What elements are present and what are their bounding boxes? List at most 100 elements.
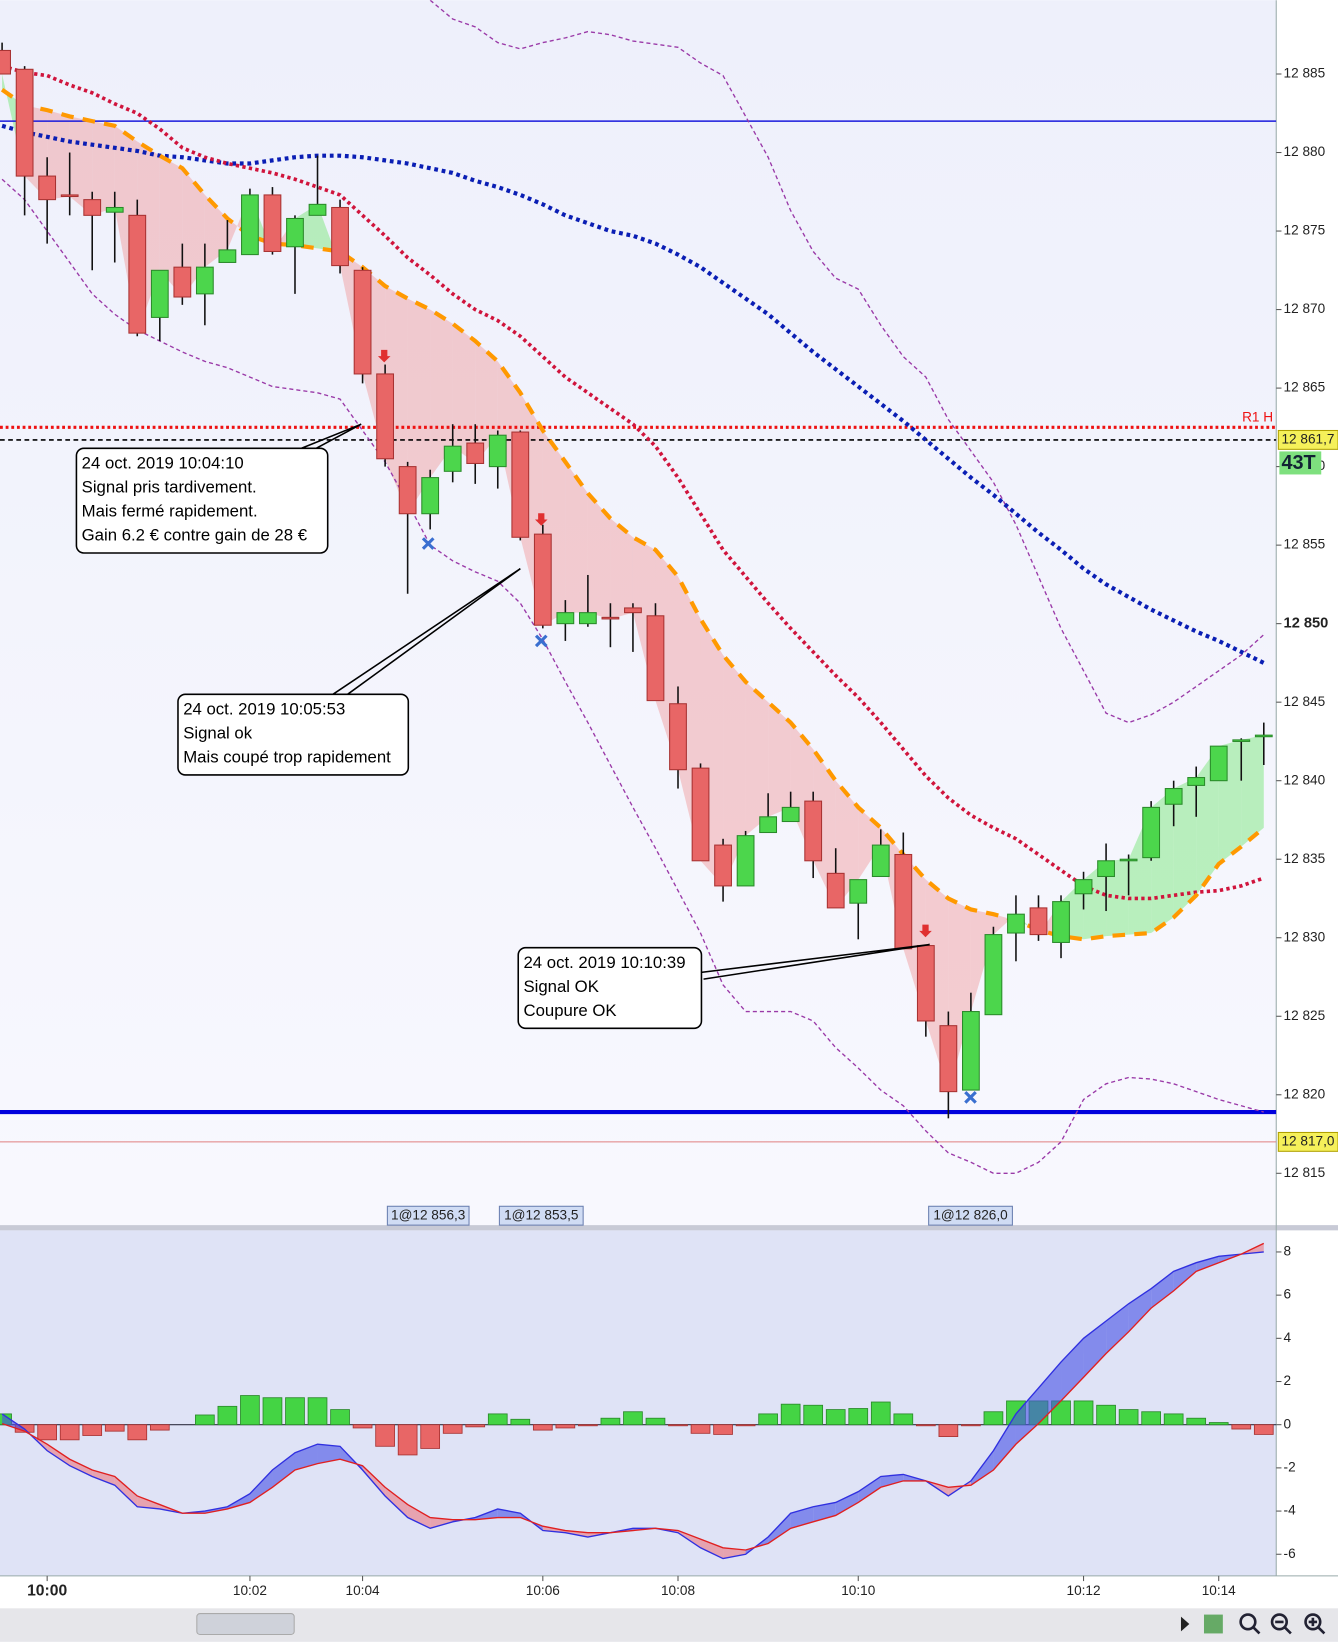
histogram-bar — [623, 1411, 643, 1426]
histogram-bar — [893, 1413, 914, 1426]
candle-body — [1029, 907, 1048, 936]
signal-cloud — [92, 1470, 115, 1486]
zoom-out-icon[interactable] — [1275, 1620, 1292, 1635]
candle-body — [38, 175, 57, 201]
order-tag — [498, 1205, 584, 1226]
candle-body — [533, 533, 552, 626]
signal-cloud — [1083, 1321, 1107, 1378]
candle-body — [1164, 788, 1183, 805]
x-tick-label: 10:04 — [346, 1583, 380, 1598]
zoom-tools[interactable] — [1239, 1613, 1326, 1635]
zoom-in-icon[interactable] — [1308, 1617, 1326, 1635]
cloud — [69, 116, 93, 216]
candle-body — [736, 835, 755, 887]
histogram-bar — [195, 1414, 215, 1426]
cloud — [430, 309, 453, 478]
cloud — [182, 168, 205, 298]
candle-body — [83, 199, 102, 216]
histogram-bar — [262, 1397, 283, 1426]
callout-pointer — [301, 423, 362, 450]
candle-body — [128, 214, 147, 334]
scroll-right[interactable] — [1180, 1616, 1190, 1632]
histogram-bar — [555, 1424, 576, 1429]
cloud — [92, 121, 115, 216]
zoom-icon[interactable] — [1252, 1626, 1261, 1635]
signal-cloud — [272, 1452, 295, 1488]
indicator-line — [1, 178, 1264, 1174]
candle-body — [376, 373, 395, 460]
signal-cloud — [385, 1487, 408, 1518]
zoom-in-icon[interactable] — [1304, 1613, 1322, 1631]
candle-body — [150, 269, 169, 318]
order-tag-label: 1@12 826,0 — [933, 1207, 1008, 1222]
histogram-bar — [1163, 1413, 1184, 1426]
signal-cloud — [835, 1491, 859, 1516]
histogram-bar — [870, 1401, 891, 1426]
histogram-bar — [803, 1404, 824, 1426]
y-tick-label: 12 875 — [1284, 223, 1326, 238]
zoom-out-icon[interactable] — [1270, 1613, 1289, 1631]
exit-cross — [534, 634, 548, 648]
candle-body — [624, 607, 642, 614]
callout-text: 24 oct. 2019 10:04:10 — [82, 453, 244, 472]
histogram-bar — [307, 1397, 328, 1426]
callout-text: 24 oct. 2019 10:05:53 — [183, 699, 345, 718]
x-tick-label: 10:02 — [233, 1583, 267, 1598]
histogram-bar — [848, 1408, 869, 1426]
y-tick-label: 12 880 — [1284, 144, 1326, 159]
candle-body — [781, 806, 800, 823]
y-tick-label: 12 885 — [1284, 66, 1326, 81]
callout-text: Mais coupé trop rapidement — [183, 748, 391, 767]
histogram-bar — [1253, 1424, 1274, 1435]
signal-cloud — [993, 1413, 1016, 1471]
histogram-bar — [1073, 1400, 1094, 1426]
sell-arrow — [919, 924, 932, 938]
histogram-bar — [1208, 1422, 1229, 1426]
histogram-bar — [104, 1424, 125, 1432]
callout-text: Mais fermé rapidement. — [82, 502, 258, 521]
signal-cloud — [1015, 1387, 1039, 1445]
candle-body — [669, 703, 687, 771]
order-tag-label: 1@12 856,3 — [391, 1207, 465, 1222]
candle-body — [60, 194, 79, 198]
tool-icon[interactable] — [1203, 1614, 1223, 1634]
candle-body — [601, 616, 620, 620]
oscillator-layer — [0, 1242, 1277, 1560]
level-label: R1 H — [1242, 410, 1273, 425]
zoom-icon[interactable] — [1239, 1613, 1257, 1631]
signal-cloud — [407, 1504, 431, 1529]
signal-cloud — [880, 1474, 904, 1488]
signal-cloud — [47, 1444, 70, 1466]
candle-body — [826, 872, 845, 909]
candle-body — [241, 194, 259, 256]
candle-body — [0, 49, 11, 75]
candle-body — [1119, 858, 1138, 862]
histogram-bar — [713, 1424, 733, 1435]
histogram-bar — [1096, 1404, 1116, 1426]
signal-cloud — [497, 1508, 521, 1518]
candle-body — [308, 203, 327, 216]
scroll-thumb[interactable] — [196, 1613, 295, 1636]
candle-body — [421, 477, 440, 515]
cloud — [1173, 777, 1197, 918]
histogram-bar — [375, 1424, 395, 1447]
histogram-bar — [127, 1424, 148, 1441]
histogram-bar — [465, 1424, 486, 1428]
candle-body — [1074, 879, 1093, 895]
y-tick-label: 12 845 — [1284, 694, 1326, 709]
indicator-line — [1, 123, 1265, 665]
bar-timer: 43T — [1281, 452, 1315, 474]
callout-box — [75, 447, 329, 554]
y-tick-label: 12 850 — [1284, 616, 1329, 632]
histogram-bar — [578, 1424, 598, 1427]
histogram-bar — [758, 1413, 778, 1426]
candle-body — [939, 1025, 958, 1093]
histogram-bar — [961, 1424, 981, 1427]
histogram-bar — [82, 1424, 103, 1436]
signal-cloud — [1151, 1271, 1174, 1309]
histogram-bar — [397, 1424, 418, 1456]
signal-cloud — [430, 1517, 453, 1529]
callout-pointer — [688, 943, 930, 980]
histogram-bar — [420, 1424, 441, 1449]
y-tick-label: 12 825 — [1284, 1008, 1326, 1023]
